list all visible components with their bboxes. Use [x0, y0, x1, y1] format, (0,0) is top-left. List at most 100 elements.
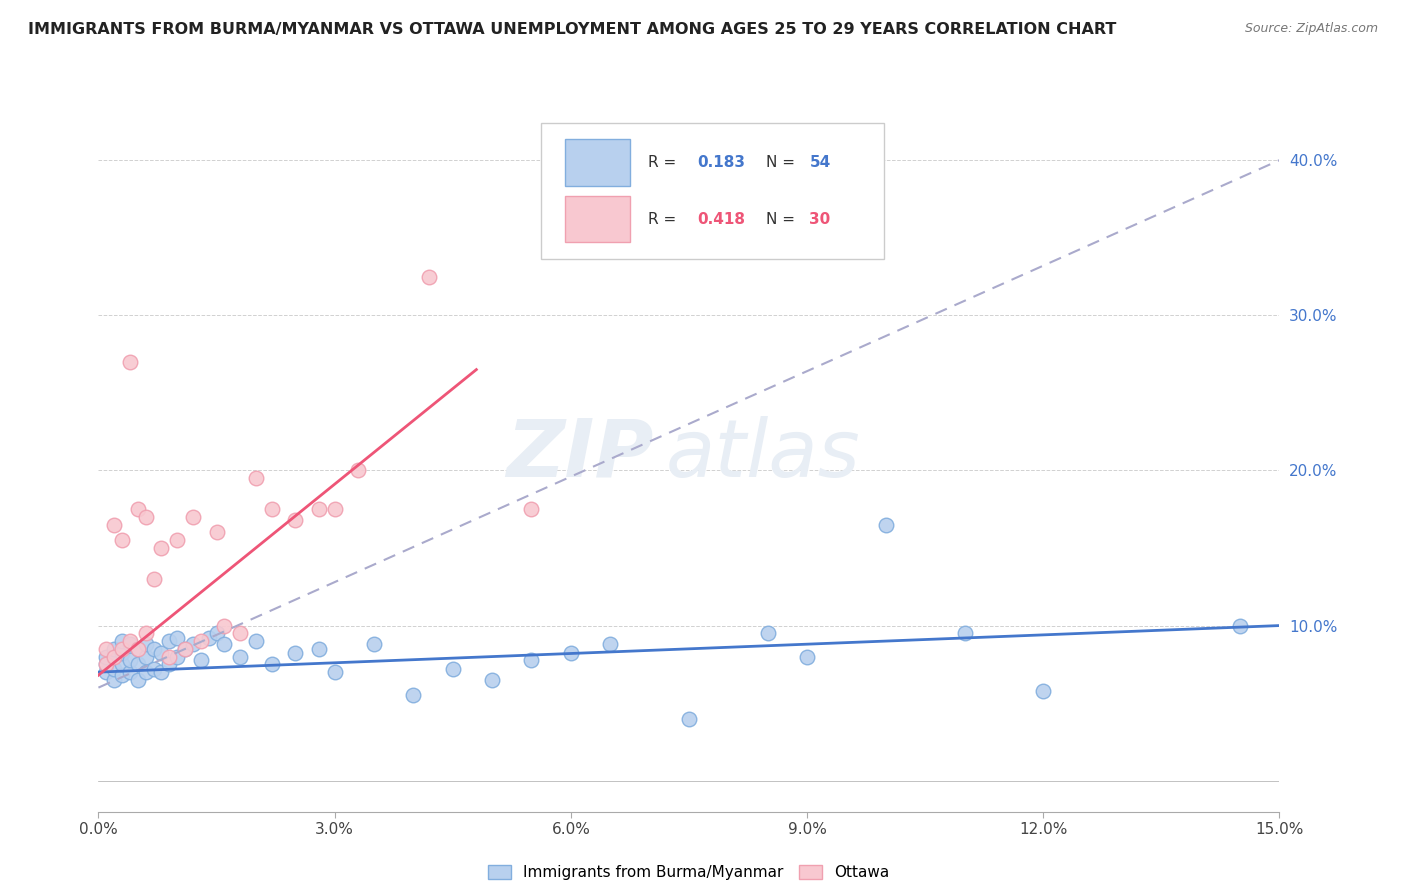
Point	[214, 637, 236, 651]
Point	[111, 668, 134, 682]
Point	[402, 689, 425, 703]
Point	[260, 657, 283, 672]
Point	[181, 510, 204, 524]
Point	[323, 502, 346, 516]
Point	[363, 637, 385, 651]
Point	[205, 626, 228, 640]
Legend: Immigrants from Burma/Myanmar, Ottawa: Immigrants from Burma/Myanmar, Ottawa	[482, 859, 896, 886]
Point	[103, 641, 125, 656]
Point	[96, 665, 118, 679]
Text: R =: R =	[648, 155, 681, 170]
Point	[260, 502, 283, 516]
Point	[174, 641, 197, 656]
Point	[214, 618, 236, 632]
Text: 0.183: 0.183	[697, 155, 745, 170]
Point	[127, 673, 149, 687]
Point	[756, 626, 779, 640]
Point	[127, 641, 149, 656]
Point	[190, 653, 212, 667]
Point	[118, 637, 141, 651]
Text: 30: 30	[810, 211, 831, 227]
Point	[520, 502, 543, 516]
Point	[245, 471, 267, 485]
Point	[229, 649, 252, 664]
Point	[150, 665, 173, 679]
Point	[197, 631, 219, 645]
Point	[308, 502, 330, 516]
Point	[229, 626, 252, 640]
Point	[796, 649, 818, 664]
Point	[111, 634, 134, 648]
Point	[418, 269, 440, 284]
FancyBboxPatch shape	[541, 123, 884, 259]
Point	[96, 649, 118, 664]
Point	[245, 634, 267, 648]
FancyBboxPatch shape	[565, 139, 630, 186]
Point	[103, 673, 125, 687]
Point	[135, 510, 157, 524]
Point	[157, 634, 180, 648]
Point	[135, 665, 157, 679]
Text: N =: N =	[766, 211, 800, 227]
Point	[118, 665, 141, 679]
Point	[174, 641, 197, 656]
Point	[678, 712, 700, 726]
Point	[205, 525, 228, 540]
Text: R =: R =	[648, 211, 681, 227]
Point	[127, 502, 149, 516]
Point	[111, 647, 134, 661]
Point	[347, 463, 370, 477]
Point	[150, 541, 173, 555]
Point	[599, 637, 621, 651]
Point	[1229, 618, 1251, 632]
Point	[142, 662, 165, 676]
Point	[111, 641, 134, 656]
Point	[103, 649, 125, 664]
Point	[308, 641, 330, 656]
Point	[323, 665, 346, 679]
Point	[181, 637, 204, 651]
Text: IMMIGRANTS FROM BURMA/MYANMAR VS OTTAWA UNEMPLOYMENT AMONG AGES 25 TO 29 YEARS C: IMMIGRANTS FROM BURMA/MYANMAR VS OTTAWA …	[28, 22, 1116, 37]
Point	[127, 641, 149, 656]
Point	[135, 649, 157, 664]
Text: 54: 54	[810, 155, 831, 170]
Point	[953, 626, 976, 640]
Text: ZIP: ZIP	[506, 416, 654, 494]
Point	[166, 649, 188, 664]
Point	[111, 533, 134, 548]
Point	[142, 572, 165, 586]
Point	[127, 657, 149, 672]
Point	[166, 533, 188, 548]
Point	[1032, 683, 1054, 698]
Point	[284, 647, 307, 661]
Point	[157, 657, 180, 672]
Point	[875, 517, 897, 532]
Point	[441, 662, 464, 676]
Point	[520, 653, 543, 667]
FancyBboxPatch shape	[565, 196, 630, 243]
Point	[166, 631, 188, 645]
Point	[481, 673, 503, 687]
Point	[135, 626, 157, 640]
Point	[96, 657, 118, 672]
Point	[157, 649, 180, 664]
Point	[150, 647, 173, 661]
Point	[190, 634, 212, 648]
Point	[96, 657, 118, 672]
Point	[118, 355, 141, 369]
Point	[103, 649, 125, 664]
Point	[560, 647, 582, 661]
Point	[284, 513, 307, 527]
Point	[118, 634, 141, 648]
Text: Source: ZipAtlas.com: Source: ZipAtlas.com	[1244, 22, 1378, 36]
Text: 0.418: 0.418	[697, 211, 745, 227]
Point	[142, 641, 165, 656]
Point	[135, 637, 157, 651]
Text: N =: N =	[766, 155, 800, 170]
Point	[96, 641, 118, 656]
Point	[103, 662, 125, 676]
Text: atlas: atlas	[665, 416, 860, 494]
Point	[111, 657, 134, 672]
Point	[118, 653, 141, 667]
Point	[103, 517, 125, 532]
